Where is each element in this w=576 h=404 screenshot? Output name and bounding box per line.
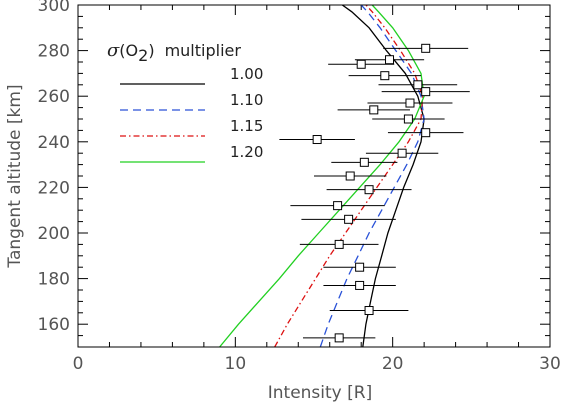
y-axis-label: Tangent altitude [km] [5, 84, 25, 268]
series-line-1.00 [341, 5, 425, 347]
y-tick-label: 280 [38, 42, 70, 62]
obs-point [344, 214, 354, 224]
obs-point [421, 87, 431, 97]
obs-point [413, 80, 423, 90]
obs-point [421, 43, 431, 53]
obs-point [364, 185, 374, 195]
y-tick-label: 180 [38, 270, 70, 290]
y-tick-label: 200 [38, 224, 70, 244]
legend-label-1.20: 1.20 [230, 143, 263, 161]
obs-point [405, 98, 415, 108]
x-tick-label: 20 [382, 354, 404, 374]
obs-point [403, 114, 413, 124]
legend-title-open: (O [119, 41, 138, 60]
obs-point [369, 105, 379, 115]
series-line-1.20 [219, 5, 425, 347]
plot-frame [77, 4, 551, 348]
x-tick-label: 0 [73, 354, 84, 374]
legend-title-suffix: multiplier [165, 41, 242, 60]
obs-point [334, 239, 344, 249]
y-tick-label: 300 [38, 0, 70, 16]
obs-point [397, 148, 407, 158]
legend-label-1.15: 1.15 [230, 117, 263, 135]
obs-point [345, 171, 355, 181]
obs-point [312, 135, 322, 145]
obs-point [333, 201, 343, 211]
x-tick-label: 10 [225, 354, 247, 374]
obs-point [356, 59, 366, 69]
legend: σ(O2) multiplier 1.00 1.10 1.15 1.20 [107, 40, 263, 163]
observations-layer [279, 43, 470, 343]
obs-point [421, 128, 431, 138]
legend-title-close: ) [148, 41, 154, 60]
legend-entries: 1.00 1.10 1.15 1.20 [120, 65, 263, 163]
obs-point [355, 280, 365, 290]
obs-point [385, 55, 395, 65]
obs-point [380, 71, 390, 81]
series-line-1.15 [274, 5, 424, 347]
obs-point [334, 333, 344, 343]
legend-title-sub: 2 [138, 46, 148, 65]
y-tick-label: 260 [38, 87, 70, 107]
obs-point [355, 262, 365, 272]
obs-point [364, 306, 374, 316]
y-tick-label: 220 [38, 178, 70, 198]
x-axis-label: Intensity [R] [268, 383, 372, 403]
legend-title: σ(O2) multiplier [107, 40, 241, 65]
legend-label-1.00: 1.00 [230, 65, 263, 83]
y-axis-ticks: 160 180 200 220 240 260 280 300 [38, 0, 550, 348]
x-axis-ticks: 0 10 20 30 [73, 5, 561, 374]
legend-title-symbol: σ [107, 40, 120, 61]
obs-point [359, 157, 369, 167]
legend-label-1.10: 1.10 [230, 91, 263, 109]
series-layer [219, 5, 425, 347]
y-tick-label: 240 [38, 133, 70, 153]
y-tick-label: 160 [38, 315, 70, 335]
x-tick-label: 30 [539, 354, 561, 374]
series-line-1.10 [319, 5, 425, 347]
